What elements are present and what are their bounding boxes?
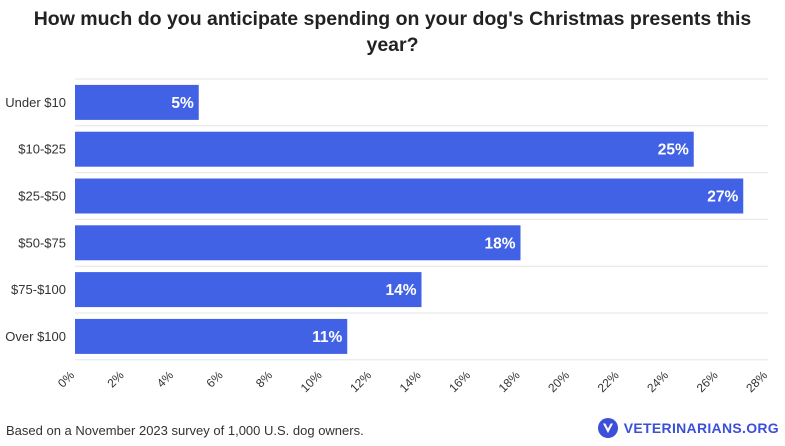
bar — [75, 178, 744, 214]
category-label: Over $100 — [5, 329, 66, 344]
bar-value-label: 14% — [385, 282, 416, 299]
brand-name: VETERINARIANS.ORG — [623, 420, 779, 436]
bar — [75, 131, 694, 167]
bar-value-label: 27% — [707, 189, 738, 206]
x-tick-label: 14% — [397, 368, 424, 395]
bar — [75, 84, 199, 120]
x-tick-label: 22% — [595, 368, 622, 395]
v-shield-logo-icon — [597, 418, 618, 438]
x-tick-label: 16% — [446, 368, 473, 395]
bar — [75, 225, 521, 261]
bar — [75, 272, 422, 308]
x-tick-label: 24% — [644, 368, 671, 395]
brand-logo: VETERINARIANS.ORG — [597, 417, 779, 439]
category-label: $25-$50 — [18, 189, 66, 204]
x-tick-label: 28% — [743, 368, 770, 395]
bar — [75, 318, 348, 354]
bar-value-label: 11% — [312, 329, 342, 346]
x-tick-label: 20% — [545, 368, 572, 395]
category-label: $10-$25 — [18, 142, 66, 157]
x-tick-label: 18% — [496, 368, 523, 395]
x-tick-label: 26% — [694, 368, 721, 395]
chart-title: How much do you anticipate spending on y… — [33, 8, 752, 56]
x-tick-label: 8% — [253, 368, 275, 390]
category-label: $75-$100 — [11, 282, 66, 297]
x-tick-label: 4% — [154, 368, 176, 390]
footnote: Based on a November 2023 survey of 1,000… — [6, 423, 364, 438]
category-label: $50-$75 — [18, 235, 66, 250]
bar-value-label: 18% — [484, 235, 515, 252]
bar-value-label: 5% — [171, 95, 194, 112]
x-tick-label: 6% — [203, 368, 225, 390]
x-tick-label: 2% — [104, 368, 126, 390]
x-tick-label: 10% — [298, 368, 325, 395]
bar-value-label: 25% — [658, 142, 689, 159]
category-label: Under $10 — [5, 95, 66, 110]
x-tick-label: 12% — [347, 368, 374, 395]
x-tick-label: 0% — [55, 368, 77, 390]
